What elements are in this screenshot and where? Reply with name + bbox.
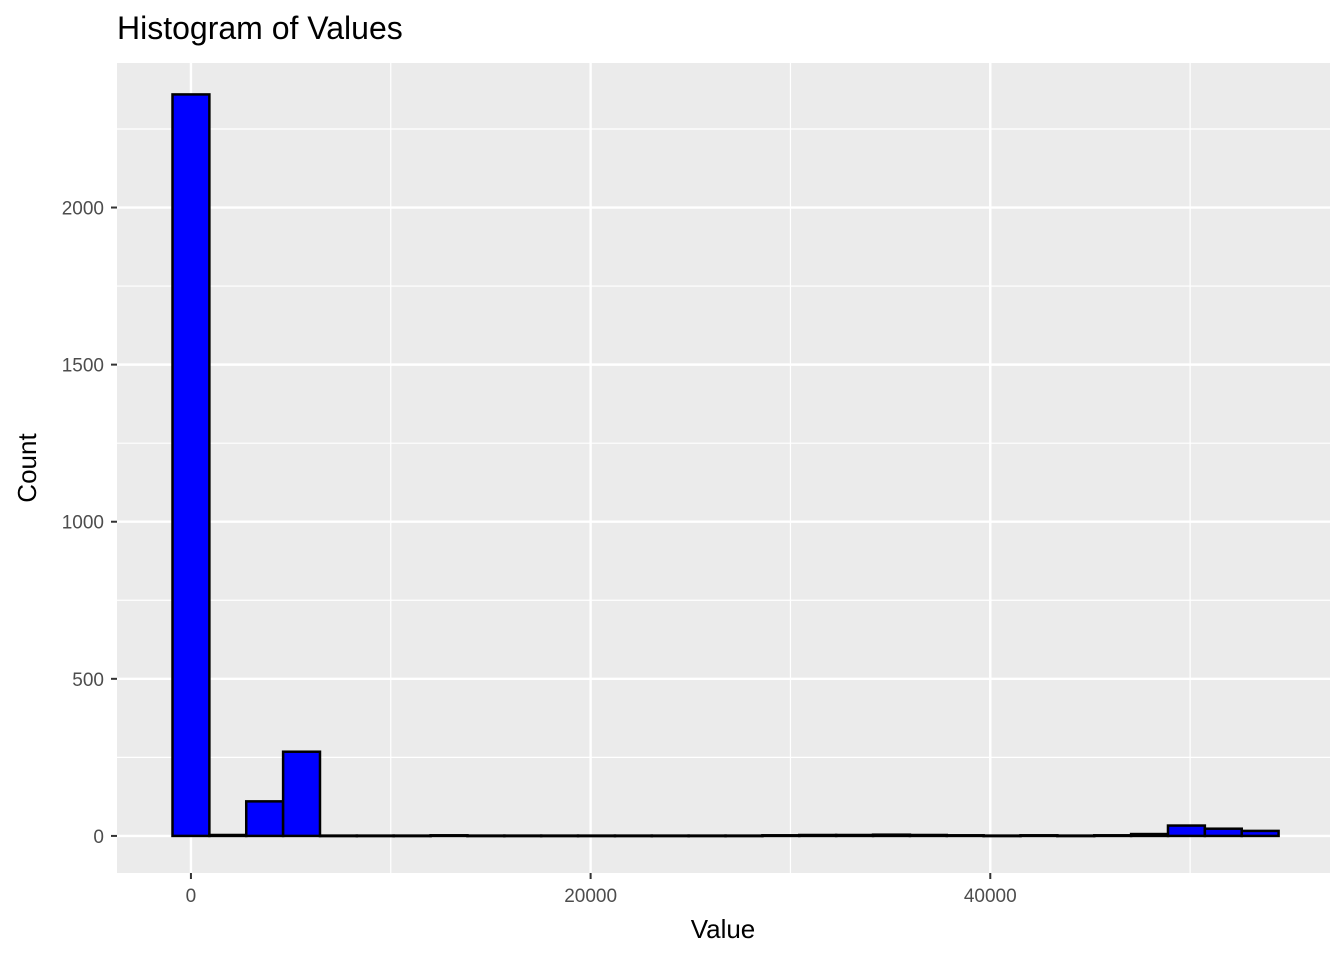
histogram-bar <box>466 834 506 838</box>
y-axis-title: Count <box>12 433 42 503</box>
histogram-bar <box>171 93 211 838</box>
histogram-bar <box>1203 827 1243 838</box>
y-tick-label: 2000 <box>62 199 104 220</box>
histogram-bar <box>244 800 285 838</box>
x-tick-label: 40000 <box>964 886 1017 907</box>
x-axis: 0 20000 40000 <box>186 873 1017 907</box>
histogram-bar <box>798 833 838 838</box>
histogram-bar <box>613 834 654 838</box>
y-tick-label: 1500 <box>62 356 104 377</box>
histogram-bar <box>1056 834 1096 838</box>
x-axis-title: Value <box>691 914 756 944</box>
histogram-bar <box>908 833 949 838</box>
histogram-bar <box>576 834 617 838</box>
histogram-bar <box>281 750 322 838</box>
histogram-bar <box>318 834 359 838</box>
histogram-bar <box>650 834 690 838</box>
histogram-bar <box>429 834 469 838</box>
histogram-bar <box>503 834 543 838</box>
histogram-bar <box>982 834 1022 838</box>
chart-title: Histogram of Values <box>117 10 403 46</box>
histogram-bar <box>1129 832 1170 838</box>
histogram-bar <box>1019 834 1059 838</box>
histogram-bar <box>834 833 875 838</box>
y-axis: 0 500 1000 1500 2000 <box>62 199 117 848</box>
y-tick-label: 0 <box>93 827 104 848</box>
histogram-bar <box>761 834 801 838</box>
histogram-bar <box>208 833 248 838</box>
x-tick-label: 0 <box>186 886 197 907</box>
histogram-bar <box>539 834 580 838</box>
histogram-bar <box>392 834 432 838</box>
histogram-bar <box>871 833 912 838</box>
histogram-bars <box>171 93 1280 838</box>
plot-panel <box>117 63 1330 873</box>
histogram-bar <box>355 834 395 838</box>
x-tick-label: 20000 <box>564 886 617 907</box>
histogram-bar <box>1092 834 1133 838</box>
histogram-bar <box>945 834 985 838</box>
histogram-bar <box>687 834 727 838</box>
y-tick-label: 1000 <box>62 513 104 534</box>
histogram-bar <box>724 834 764 838</box>
histogram-bar <box>1166 824 1207 838</box>
y-tick-label: 500 <box>72 670 104 691</box>
histogram-bar <box>1240 829 1280 838</box>
